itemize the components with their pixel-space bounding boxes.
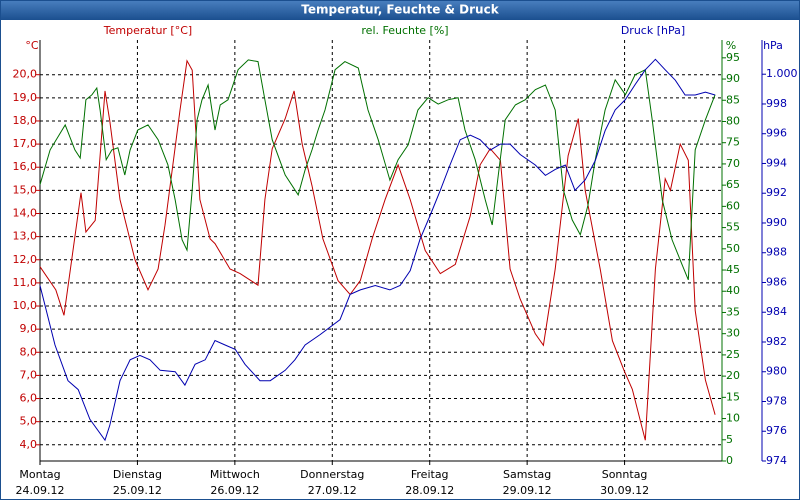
x-tick-label: Mittwoch (210, 468, 260, 481)
y3-tick-label: 992 (766, 186, 787, 199)
y3-tick-label: 990 (766, 216, 787, 229)
y3-tick-label: 986 (766, 275, 787, 288)
y3-tick-label: 1.000 (766, 67, 798, 80)
x-tick-label: Donnerstag (300, 468, 364, 481)
series-line (39, 59, 716, 441)
x-tick-date: 25.09.12 (113, 484, 162, 497)
y3-tick-label: 996 (766, 127, 787, 140)
y3-tick-label: 974 (766, 454, 787, 467)
y-tick-label: 18,0 (13, 114, 38, 127)
y2-tick-label: 75 (726, 136, 740, 149)
y-tick-label: 10,0 (13, 299, 38, 312)
y2-tick-label: 5 (726, 433, 733, 446)
y-tick-label: 8,0 (20, 345, 38, 358)
y3-tick-label: 976 (766, 424, 787, 437)
y3-axis-label: Druck [hPa] (621, 24, 685, 37)
y-tick-label: 9,0 (20, 322, 38, 335)
y-tick-label: 19,0 (13, 91, 38, 104)
y2-tick-label: 60 (726, 199, 740, 212)
y-tick-label: 11,0 (13, 276, 38, 289)
y2-tick-label: 20 (726, 369, 740, 382)
y2-tick-label: 55 (726, 221, 740, 234)
x-tick-date: 30.09.12 (600, 484, 649, 497)
y2-tick-label: 25 (726, 348, 740, 361)
title-bar (0, 0, 800, 20)
x-tick-date: 29.09.12 (503, 484, 552, 497)
x-tick-label: Sonntag (602, 468, 648, 481)
y-tick-label: 13,0 (13, 230, 38, 243)
y2-tick-label: 0 (726, 454, 733, 467)
y-tick-label: 12,0 (13, 253, 38, 266)
y2-tick-label: 70 (726, 157, 740, 170)
y2-tick-label: 85 (726, 93, 740, 106)
x-tick-label: Montag (19, 468, 60, 481)
y3-tick-label: 980 (766, 365, 787, 378)
x-tick-date: 28.09.12 (405, 484, 454, 497)
y-axis-label: Temperatur [°C] (103, 24, 192, 37)
y2-tick-label: 95 (726, 51, 740, 64)
y2-tick-label: 40 (726, 284, 740, 297)
y2-tick-label: 35 (726, 305, 740, 318)
y2-tick-label: 90 (726, 72, 740, 85)
x-tick-label: Samstag (503, 468, 551, 481)
y2-tick-label: 50 (726, 242, 740, 255)
y-tick-label: 16,0 (13, 160, 38, 173)
x-tick-label: Dienstag (113, 468, 162, 481)
y-tick-label: 5,0 (20, 415, 38, 428)
y-tick-label: 6,0 (20, 392, 38, 405)
y-unit: °C (25, 39, 39, 52)
y3-tick-label: 994 (766, 156, 787, 169)
y-tick-label: 4,0 (20, 438, 38, 451)
x-tick-date: 27.09.12 (308, 484, 357, 497)
chart-title: Temperatur, Feuchte & Druck (301, 3, 499, 17)
y3-tick-label: 988 (766, 246, 787, 259)
y2-tick-label: 65 (726, 178, 740, 191)
x-tick-label: Freitag (411, 468, 449, 481)
y-tick-label: 17,0 (13, 137, 38, 150)
y-tick-label: 20,0 (13, 68, 38, 81)
y3-tick-label: 982 (766, 335, 787, 348)
y3-unit: hPa (763, 39, 783, 52)
y2-tick-label: 80 (726, 114, 740, 127)
y2-unit: % (726, 39, 736, 52)
y2-axis-label: rel. Feuchte [%] (361, 24, 448, 37)
series-line (39, 58, 716, 442)
y2-tick-label: 10 (726, 412, 740, 425)
y2-tick-label: 45 (726, 263, 740, 276)
y2-tick-label: 15 (726, 390, 740, 403)
x-tick-date: 24.09.12 (16, 484, 65, 497)
y-tick-label: 14,0 (13, 206, 38, 219)
series-line (39, 59, 716, 280)
x-tick-date: 26.09.12 (210, 484, 259, 497)
y3-tick-label: 984 (766, 305, 787, 318)
y3-tick-label: 978 (766, 394, 787, 407)
y-tick-label: 7,0 (20, 368, 38, 381)
y-tick-label: 15,0 (13, 183, 38, 196)
y3-tick-label: 998 (766, 97, 787, 110)
y2-tick-label: 30 (726, 327, 740, 340)
